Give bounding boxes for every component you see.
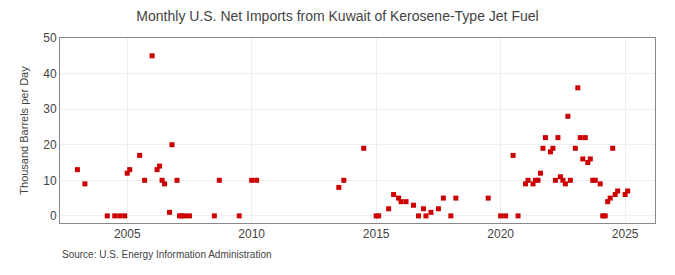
svg-text:Source: U.S. Energy Informatio: Source: U.S. Energy Information Administ…	[62, 249, 272, 260]
svg-text:0: 0	[50, 209, 57, 223]
svg-text:2015: 2015	[363, 227, 390, 241]
svg-text:2010: 2010	[238, 227, 265, 241]
svg-text:2005: 2005	[114, 227, 141, 241]
svg-text:2025: 2025	[612, 227, 639, 241]
svg-text:40: 40	[43, 67, 57, 81]
svg-text:Thousand Barrels per Day: Thousand Barrels per Day	[18, 66, 30, 195]
svg-text:10: 10	[43, 174, 57, 188]
svg-text:2020: 2020	[487, 227, 514, 241]
svg-text:20: 20	[43, 138, 57, 152]
svg-text:50: 50	[43, 31, 57, 45]
svg-text:30: 30	[43, 102, 57, 116]
svg-text:Monthly U.S. Net Imports from: Monthly U.S. Net Imports from Kuwait of …	[136, 8, 538, 24]
